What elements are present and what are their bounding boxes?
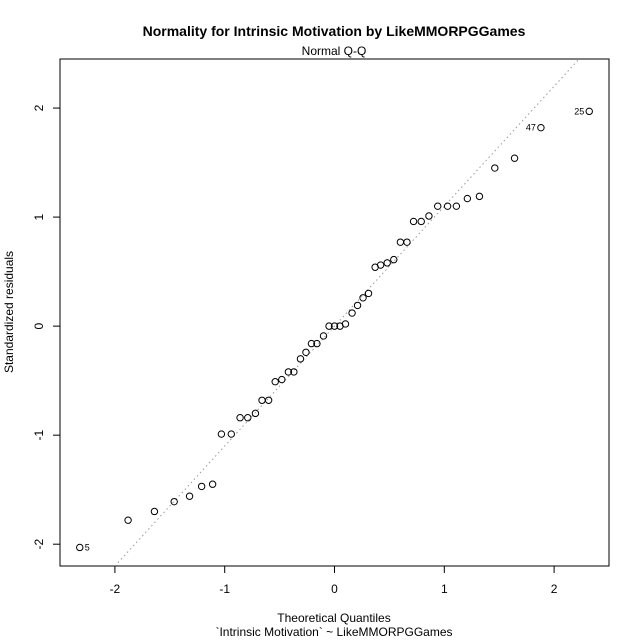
data-point	[330, 322, 339, 330]
x-axis-sublabel: `Intrinsic Motivation` ~ LikeMMORPGGames	[215, 625, 452, 639]
x-tick-label: 2	[551, 582, 558, 596]
point-label: 5	[85, 542, 90, 552]
point-labels: 5 47 25	[85, 106, 584, 552]
data-point	[417, 217, 425, 226]
data-point	[364, 289, 373, 298]
data-point	[124, 516, 132, 524]
points	[76, 107, 593, 552]
data-point	[434, 202, 442, 210]
data-point	[396, 238, 405, 246]
data-point	[264, 396, 273, 404]
data-point	[325, 322, 333, 330]
data-point	[353, 301, 362, 310]
plot-frame	[59, 58, 610, 567]
data-point	[217, 430, 226, 438]
data-point	[475, 192, 484, 201]
y-tick-label: 2	[32, 104, 46, 111]
data-point	[197, 482, 206, 491]
data-point	[463, 194, 472, 203]
x-axis: -2 -1 0 1 2	[110, 566, 558, 596]
data-point	[585, 107, 593, 116]
y-tick-label: 0	[32, 322, 46, 329]
data-point	[236, 414, 244, 422]
data-point	[443, 202, 452, 210]
data-point	[383, 259, 391, 267]
x-axis-label: Theoretical Quantiles	[277, 611, 390, 625]
data-point	[403, 238, 411, 246]
data-point	[150, 507, 159, 516]
data-point	[290, 368, 298, 376]
data-point	[227, 430, 235, 438]
data-point	[244, 414, 252, 422]
y-axis-label: Standardized residuals	[2, 251, 16, 373]
data-point	[376, 261, 385, 269]
data-point	[208, 480, 217, 488]
x-tick-label: -2	[110, 582, 121, 596]
data-point	[491, 164, 499, 172]
y-axis: -2 -1 0 1 2	[32, 104, 60, 550]
data-point	[348, 309, 356, 317]
data-point	[390, 255, 398, 264]
reference-line	[114, 58, 580, 567]
data-point	[284, 368, 293, 376]
point-label: 47	[526, 123, 536, 133]
data-point	[307, 339, 316, 348]
data-point	[76, 543, 84, 552]
data-point	[537, 123, 545, 132]
data-point	[359, 294, 367, 302]
chart-title: Normality for Intrinsic Motivation by Li…	[143, 23, 526, 39]
data-point	[313, 339, 321, 348]
data-point	[319, 332, 328, 340]
data-point	[185, 492, 194, 500]
data-point	[296, 355, 305, 363]
data-point	[170, 497, 178, 506]
y-tick-label: 1	[32, 213, 46, 220]
data-point	[258, 396, 266, 404]
data-point	[278, 375, 286, 384]
data-point	[302, 348, 310, 356]
data-point	[271, 378, 279, 386]
x-tick-label: 1	[441, 582, 448, 596]
data-point	[510, 154, 519, 162]
data-point	[341, 320, 350, 328]
chart-subtitle: Normal Q-Q	[302, 44, 367, 58]
y-tick-label: -2	[32, 539, 46, 550]
y-tick-label: -1	[32, 430, 46, 441]
x-tick-label: -1	[219, 582, 230, 596]
x-tick-label: 0	[331, 582, 338, 596]
data-point	[425, 212, 433, 220]
point-label: 25	[574, 106, 584, 116]
data-point	[452, 202, 461, 210]
data-point	[409, 217, 418, 226]
data-point	[251, 409, 260, 418]
